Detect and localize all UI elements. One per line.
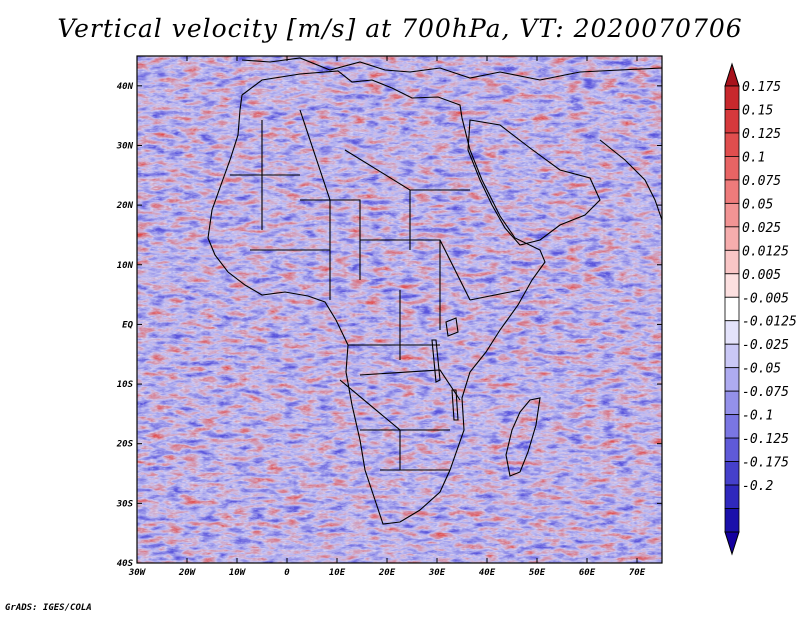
colorbar: 0.175 0.15 0.125 0.1 0.075 0.05 0.025 0.0125 0.0…: [724, 62, 797, 556]
lat-label: 30S: [116, 499, 134, 509]
lat-label: 10N: [117, 261, 134, 271]
colorbar-swatch: [724, 85, 740, 110]
country-borders: [207, 57, 662, 525]
lat-label: 40S: [117, 559, 134, 569]
colorbar-swatch: [724, 296, 740, 322]
colorbar-swatch: [724, 156, 740, 181]
colorbar-top-arrow: [724, 62, 740, 87]
colorbar-swatch: [724, 179, 740, 204]
colorbar-swatch: [724, 109, 740, 134]
colorbar-label: 0.0125: [742, 244, 789, 259]
latitude-axis: 40N 30N 20N 10N EQ 10S 20S 30S 40S: [116, 82, 662, 569]
colorbar-label: 0.175: [742, 80, 781, 95]
colorbar-swatch: [724, 508, 740, 533]
lake-victoria: [445, 317, 459, 337]
colorbar-label: 0.025: [742, 221, 781, 236]
colorbar-label: -0.0125: [742, 315, 797, 330]
colorbar-swatch: [724, 461, 740, 486]
colorbar-label: 0.005: [742, 268, 781, 283]
colorbar-label: -0.175: [742, 456, 789, 471]
colorbar-swatch: [724, 390, 740, 416]
lon-label: 30W: [128, 568, 147, 578]
colorbar-swatch: [724, 226, 740, 251]
lat-label: 10S: [117, 380, 134, 390]
colorbar-swatch: [724, 414, 740, 439]
colorbar-label: -0.005: [742, 291, 789, 306]
lon-label: 40E: [479, 568, 496, 578]
europe-outline: [241, 57, 662, 81]
lon-label: 50E: [529, 568, 546, 578]
colorbar-label: -0.1: [742, 409, 773, 424]
colorbar-swatch: [724, 249, 740, 275]
colorbar-swatch: [724, 484, 740, 509]
colorbar-swatch: [724, 367, 740, 392]
madagascar-outline: [505, 397, 541, 477]
lat-label: 20N: [116, 201, 134, 211]
colorbar-label: -0.075: [742, 385, 789, 400]
colorbar-label: -0.05: [742, 362, 781, 377]
colorbar-label: -0.2: [742, 479, 773, 494]
lat-label: 30N: [116, 141, 134, 151]
lat-label: 40N: [117, 82, 134, 92]
india-outline: [599, 139, 662, 221]
colorbar-swatch: [724, 437, 740, 462]
credit-text: GrADS: IGES/COLA: [5, 603, 92, 613]
colorbar-swatch: [724, 273, 740, 298]
colorbar-label: -0.025: [742, 338, 789, 353]
colorbar-label: 0.125: [742, 127, 781, 142]
lon-label: 20W: [178, 568, 197, 578]
colorbar-swatch: [724, 132, 740, 157]
colorbar-bottom-arrow: [724, 531, 740, 556]
lon-label: 70E: [629, 568, 646, 578]
lat-label: EQ: [122, 320, 133, 330]
colorbar-label: 0.075: [742, 174, 781, 189]
lon-label: 30E: [428, 568, 446, 578]
colorbar-swatch: [724, 202, 740, 228]
colorbar-label: -0.125: [742, 432, 789, 447]
colorbar-label: 0.05: [742, 197, 773, 212]
lon-label: 10E: [329, 568, 346, 578]
colorbar-swatch: [724, 320, 740, 345]
lon-label: 0: [284, 568, 290, 578]
lake-tanganyika: [431, 339, 441, 383]
chart-title: Vertical velocity [m/s] at 700hPa, VT: 2…: [57, 14, 743, 43]
africa-coastline: [207, 70, 546, 525]
arabia-outline: [467, 119, 601, 246]
lon-label: 60E: [579, 568, 596, 578]
lon-label: 10W: [229, 568, 247, 578]
internal-borders: [230, 109, 521, 471]
lat-label: 20S: [116, 440, 134, 450]
plot-frame: [136, 55, 663, 564]
longitude-axis: 30W 20W 10W 0 10E 20E 30E 40E 50E 60E 70E: [128, 56, 646, 578]
colorbar-label: 0.1: [742, 150, 765, 165]
colorbar-label: 0.15: [742, 103, 773, 118]
lake-malawi: [451, 389, 459, 421]
lon-label: 20E: [378, 568, 396, 578]
colorbar-swatch: [724, 343, 740, 369]
